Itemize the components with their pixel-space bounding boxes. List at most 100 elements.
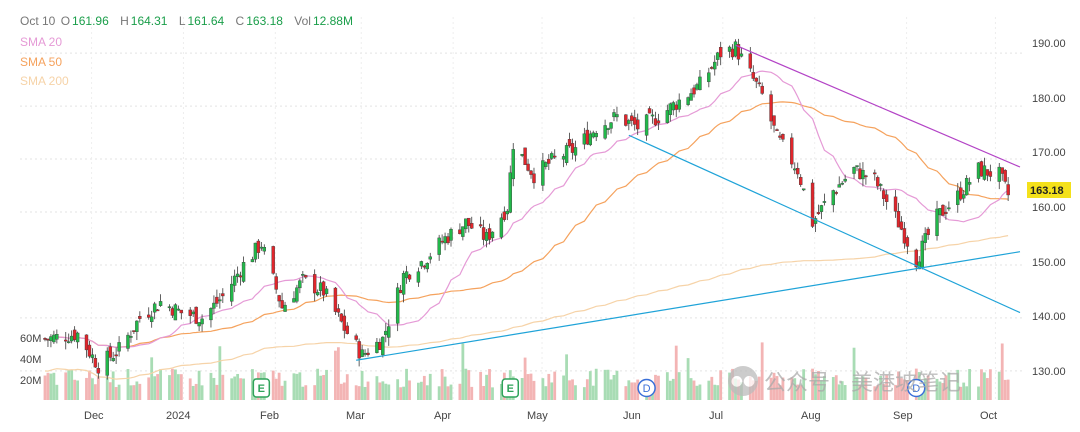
volume-bar xyxy=(108,382,112,400)
candle-body xyxy=(798,177,803,185)
candle-body xyxy=(876,177,880,187)
volume-bar xyxy=(197,370,201,400)
legend-sma-20[interactable]: SMA 20 xyxy=(20,35,62,49)
volume-bar xyxy=(322,375,325,400)
candle-body xyxy=(689,93,693,101)
volume-bar xyxy=(378,382,382,400)
candle-body xyxy=(979,161,984,177)
candle-body xyxy=(961,194,966,199)
volume-bar xyxy=(91,378,94,400)
volume-bar xyxy=(799,385,803,400)
candle-body xyxy=(449,228,453,241)
candle-body xyxy=(55,334,59,340)
volume-bar xyxy=(93,384,97,400)
candle-body xyxy=(490,231,495,239)
volume-bar xyxy=(319,375,323,400)
volume-bar xyxy=(304,385,308,400)
candle-body xyxy=(647,108,652,114)
trendlines[interactable] xyxy=(356,44,1021,361)
candle-body xyxy=(46,338,50,341)
volume-bar xyxy=(384,383,388,400)
volume-bar xyxy=(295,373,299,400)
candle-body xyxy=(547,158,551,164)
volume-bar xyxy=(64,372,68,400)
volume-bar xyxy=(574,385,577,400)
candle-body xyxy=(988,171,993,177)
volume-bar xyxy=(855,377,859,400)
candle-body xyxy=(606,128,610,130)
candle-body xyxy=(318,282,323,291)
legend-sma-50[interactable]: SMA 50 xyxy=(20,55,62,69)
volume-bar xyxy=(980,369,983,400)
volume-bar xyxy=(550,382,554,400)
candle-body xyxy=(241,262,246,282)
candle-body xyxy=(419,261,424,267)
volume-bar xyxy=(665,372,669,400)
candlesticks[interactable] xyxy=(43,38,1010,380)
volume-bar xyxy=(671,378,675,400)
volume-bar xyxy=(464,368,468,400)
volume-bar xyxy=(402,386,405,400)
candle-body xyxy=(277,295,281,302)
volume-bar xyxy=(357,386,361,400)
candle-body xyxy=(84,334,89,351)
candle-body xyxy=(561,156,566,160)
volume-bar xyxy=(947,372,951,400)
candle-body xyxy=(295,287,299,302)
candle-body xyxy=(567,139,572,147)
earnings-marker-label: E xyxy=(258,383,265,395)
candle-body xyxy=(677,99,681,110)
candle-body xyxy=(250,259,255,263)
volume-bar xyxy=(440,369,444,400)
volume-bar xyxy=(488,369,491,400)
volume-bar xyxy=(790,377,794,400)
y-tick-label: 190.00 xyxy=(1032,38,1066,50)
volume-bar xyxy=(769,377,773,400)
volume-bar xyxy=(242,378,245,400)
volume-bar xyxy=(903,379,906,400)
candle-body xyxy=(304,275,308,278)
candle-body xyxy=(437,237,441,255)
candle-body xyxy=(280,300,284,309)
candle-body xyxy=(938,208,942,216)
candle-body xyxy=(209,308,213,321)
candle-body xyxy=(609,122,613,129)
candle-body xyxy=(342,315,347,331)
volume-bar xyxy=(301,386,305,400)
volume-bar xyxy=(73,379,77,400)
dividend-marker-label: D xyxy=(643,383,651,395)
candle-body xyxy=(467,217,471,227)
candle-body xyxy=(523,147,527,166)
volume-bar xyxy=(606,369,610,400)
candle-body xyxy=(274,276,278,290)
candle-body xyxy=(283,304,287,312)
candle-body xyxy=(407,274,412,280)
volume-bar xyxy=(408,380,411,400)
volume-bar xyxy=(754,380,758,400)
candle-body xyxy=(594,133,598,138)
candle-body xyxy=(707,72,711,83)
volume-bar xyxy=(354,385,358,400)
candle-body xyxy=(404,271,409,279)
volume-bar xyxy=(716,385,720,400)
x-tick-label: 2024 xyxy=(166,410,190,422)
volume-bar xyxy=(997,371,1001,400)
candle-body xyxy=(751,72,755,79)
candle-body xyxy=(532,173,536,184)
candle-body xyxy=(197,322,201,327)
volume-bar xyxy=(200,385,204,400)
legend-sma-200[interactable]: SMA 200 xyxy=(20,74,69,88)
volume-bar xyxy=(796,384,800,400)
candle-body xyxy=(905,237,910,247)
volume-bar xyxy=(150,357,154,400)
candle-body xyxy=(810,182,815,227)
volume-bar xyxy=(70,369,74,400)
volume-bar xyxy=(52,372,56,400)
candle-body xyxy=(858,168,862,180)
volume-bar xyxy=(1006,379,1010,400)
candle-body xyxy=(505,210,510,215)
candle-body xyxy=(75,332,80,343)
